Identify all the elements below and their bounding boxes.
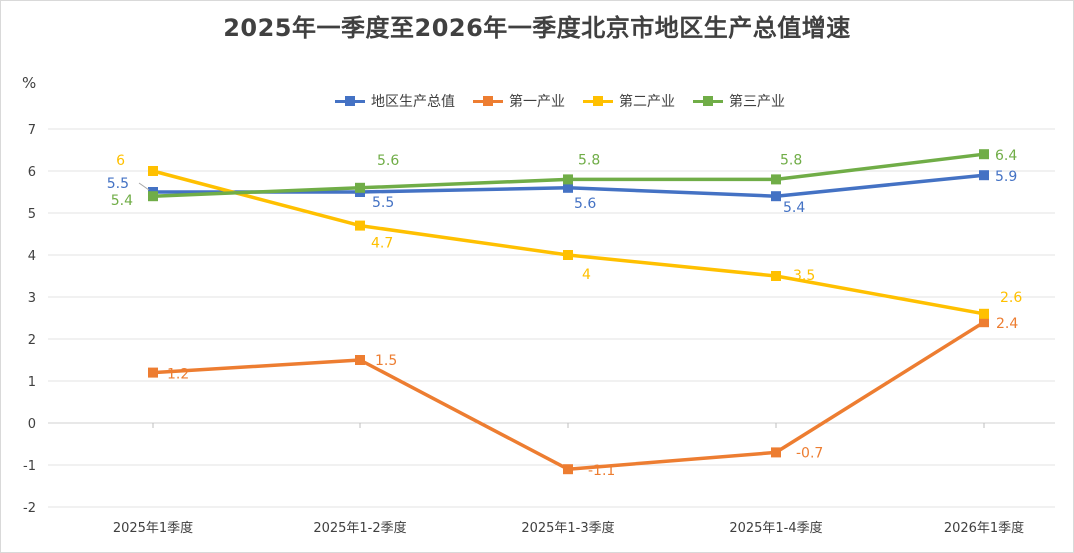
y-tick-label: -2	[23, 501, 36, 516]
legend-label-tertiary: 第三产业	[729, 94, 785, 110]
data-label-tertiary: 5.4	[111, 193, 133, 209]
data-label-primary: 1.5	[375, 353, 397, 369]
legend-label-primary: 第一产业	[509, 94, 565, 110]
data-point-secondary	[355, 220, 365, 231]
y-tick-label: 3	[28, 291, 36, 306]
data-point-primary	[563, 464, 573, 475]
data-label-secondary: 3.5	[793, 268, 815, 284]
y-tick-label: 5	[28, 207, 36, 222]
data-point-gdp	[979, 170, 989, 181]
data-point-secondary	[148, 166, 158, 176]
x-tick-label: 2025年1-3季度	[521, 520, 614, 536]
data-label-leader-line	[138, 182, 150, 191]
legend-item-secondary: 第二产业	[583, 91, 675, 111]
data-point-tertiary	[771, 174, 781, 185]
y-tick-label: -1	[23, 459, 36, 474]
y-tick-label: 2	[28, 333, 36, 348]
y-tick-label: 6	[28, 165, 36, 180]
data-label-primary: 1.2	[167, 367, 189, 383]
data-label-tertiary: 5.8	[780, 152, 802, 168]
chart-title: 2025年一季度至2026年一季度北京市地区生产总值增速	[223, 14, 851, 42]
data-label-gdp: 5.5	[372, 195, 394, 211]
data-point-gdp	[771, 191, 781, 202]
data-label-gdp: 5.5	[107, 176, 129, 192]
data-labels: 5.5 5.5 5.6 5.4 5.9 1.2 1.5 -1.1 -0.7 2.4 6 4.7 4 3.5…	[107, 148, 1023, 479]
data-point-secondary	[563, 250, 573, 260]
legend-item-gdp: 地区生产总值	[335, 91, 455, 111]
chart-legend: 地区生产总值 第一产业 第二产业 第三产业	[300, 90, 820, 112]
data-point-tertiary	[355, 182, 365, 193]
legend-label-gdp: 地区生产总值	[371, 94, 455, 110]
x-tick-label: 2026年1季度	[944, 520, 1024, 536]
data-point-secondary	[979, 308, 989, 319]
data-label-secondary: 6	[116, 153, 125, 169]
legend-swatch-secondary	[583, 95, 613, 107]
data-label-secondary: 4.7	[371, 236, 393, 252]
legend-item-primary: 第一产业	[473, 91, 565, 111]
y-tick-label: 4	[28, 249, 36, 264]
data-label-secondary: 2.6	[1000, 290, 1022, 306]
data-label-tertiary: 6.4	[995, 148, 1017, 164]
data-label-gdp: 5.9	[995, 169, 1017, 185]
data-point-tertiary	[979, 149, 989, 160]
legend-label-secondary: 第二产业	[619, 94, 675, 110]
series	[148, 149, 989, 475]
data-point-primary	[771, 447, 781, 458]
data-label-tertiary: 5.8	[578, 152, 600, 168]
legend-swatch-tertiary	[693, 95, 723, 107]
data-point-tertiary	[563, 174, 573, 185]
legend-item-tertiary: 第三产业	[693, 91, 785, 111]
y-tick-label: 0	[28, 417, 36, 432]
x-tick-label: 2025年1-2季度	[313, 520, 406, 536]
data-label-gdp: 5.6	[574, 196, 596, 212]
gridlines	[48, 128, 1055, 508]
x-tick-label: 2025年1-4季度	[729, 520, 822, 536]
data-label-primary: -0.7	[796, 445, 823, 461]
data-label-secondary: 4	[582, 267, 591, 283]
axes: 7 6 5 4 3 2 1 0 -1 -2 2025年1季度 2025年1-2季度 2025年1-3季度…	[23, 123, 1024, 536]
data-label-primary: 2.4	[996, 316, 1018, 332]
data-point-gdp	[563, 182, 573, 193]
data-label-gdp: 5.4	[783, 200, 805, 216]
y-tick-label: 1	[28, 375, 36, 390]
data-label-tertiary: 5.6	[377, 153, 399, 169]
data-point-secondary	[771, 271, 781, 281]
x-tick-label: 2025年1季度	[113, 520, 193, 536]
data-point-tertiary	[148, 191, 158, 202]
data-point-primary	[979, 317, 989, 328]
y-axis-unit-label: %	[22, 74, 37, 92]
data-point-primary	[148, 367, 158, 378]
series-line-primary	[152, 320, 985, 471]
y-tick-label: 7	[28, 123, 36, 138]
legend-swatch-primary	[473, 95, 503, 107]
data-point-primary	[355, 355, 365, 365]
data-label-primary: -1.1	[588, 463, 615, 479]
legend-swatch-gdp	[335, 95, 365, 107]
